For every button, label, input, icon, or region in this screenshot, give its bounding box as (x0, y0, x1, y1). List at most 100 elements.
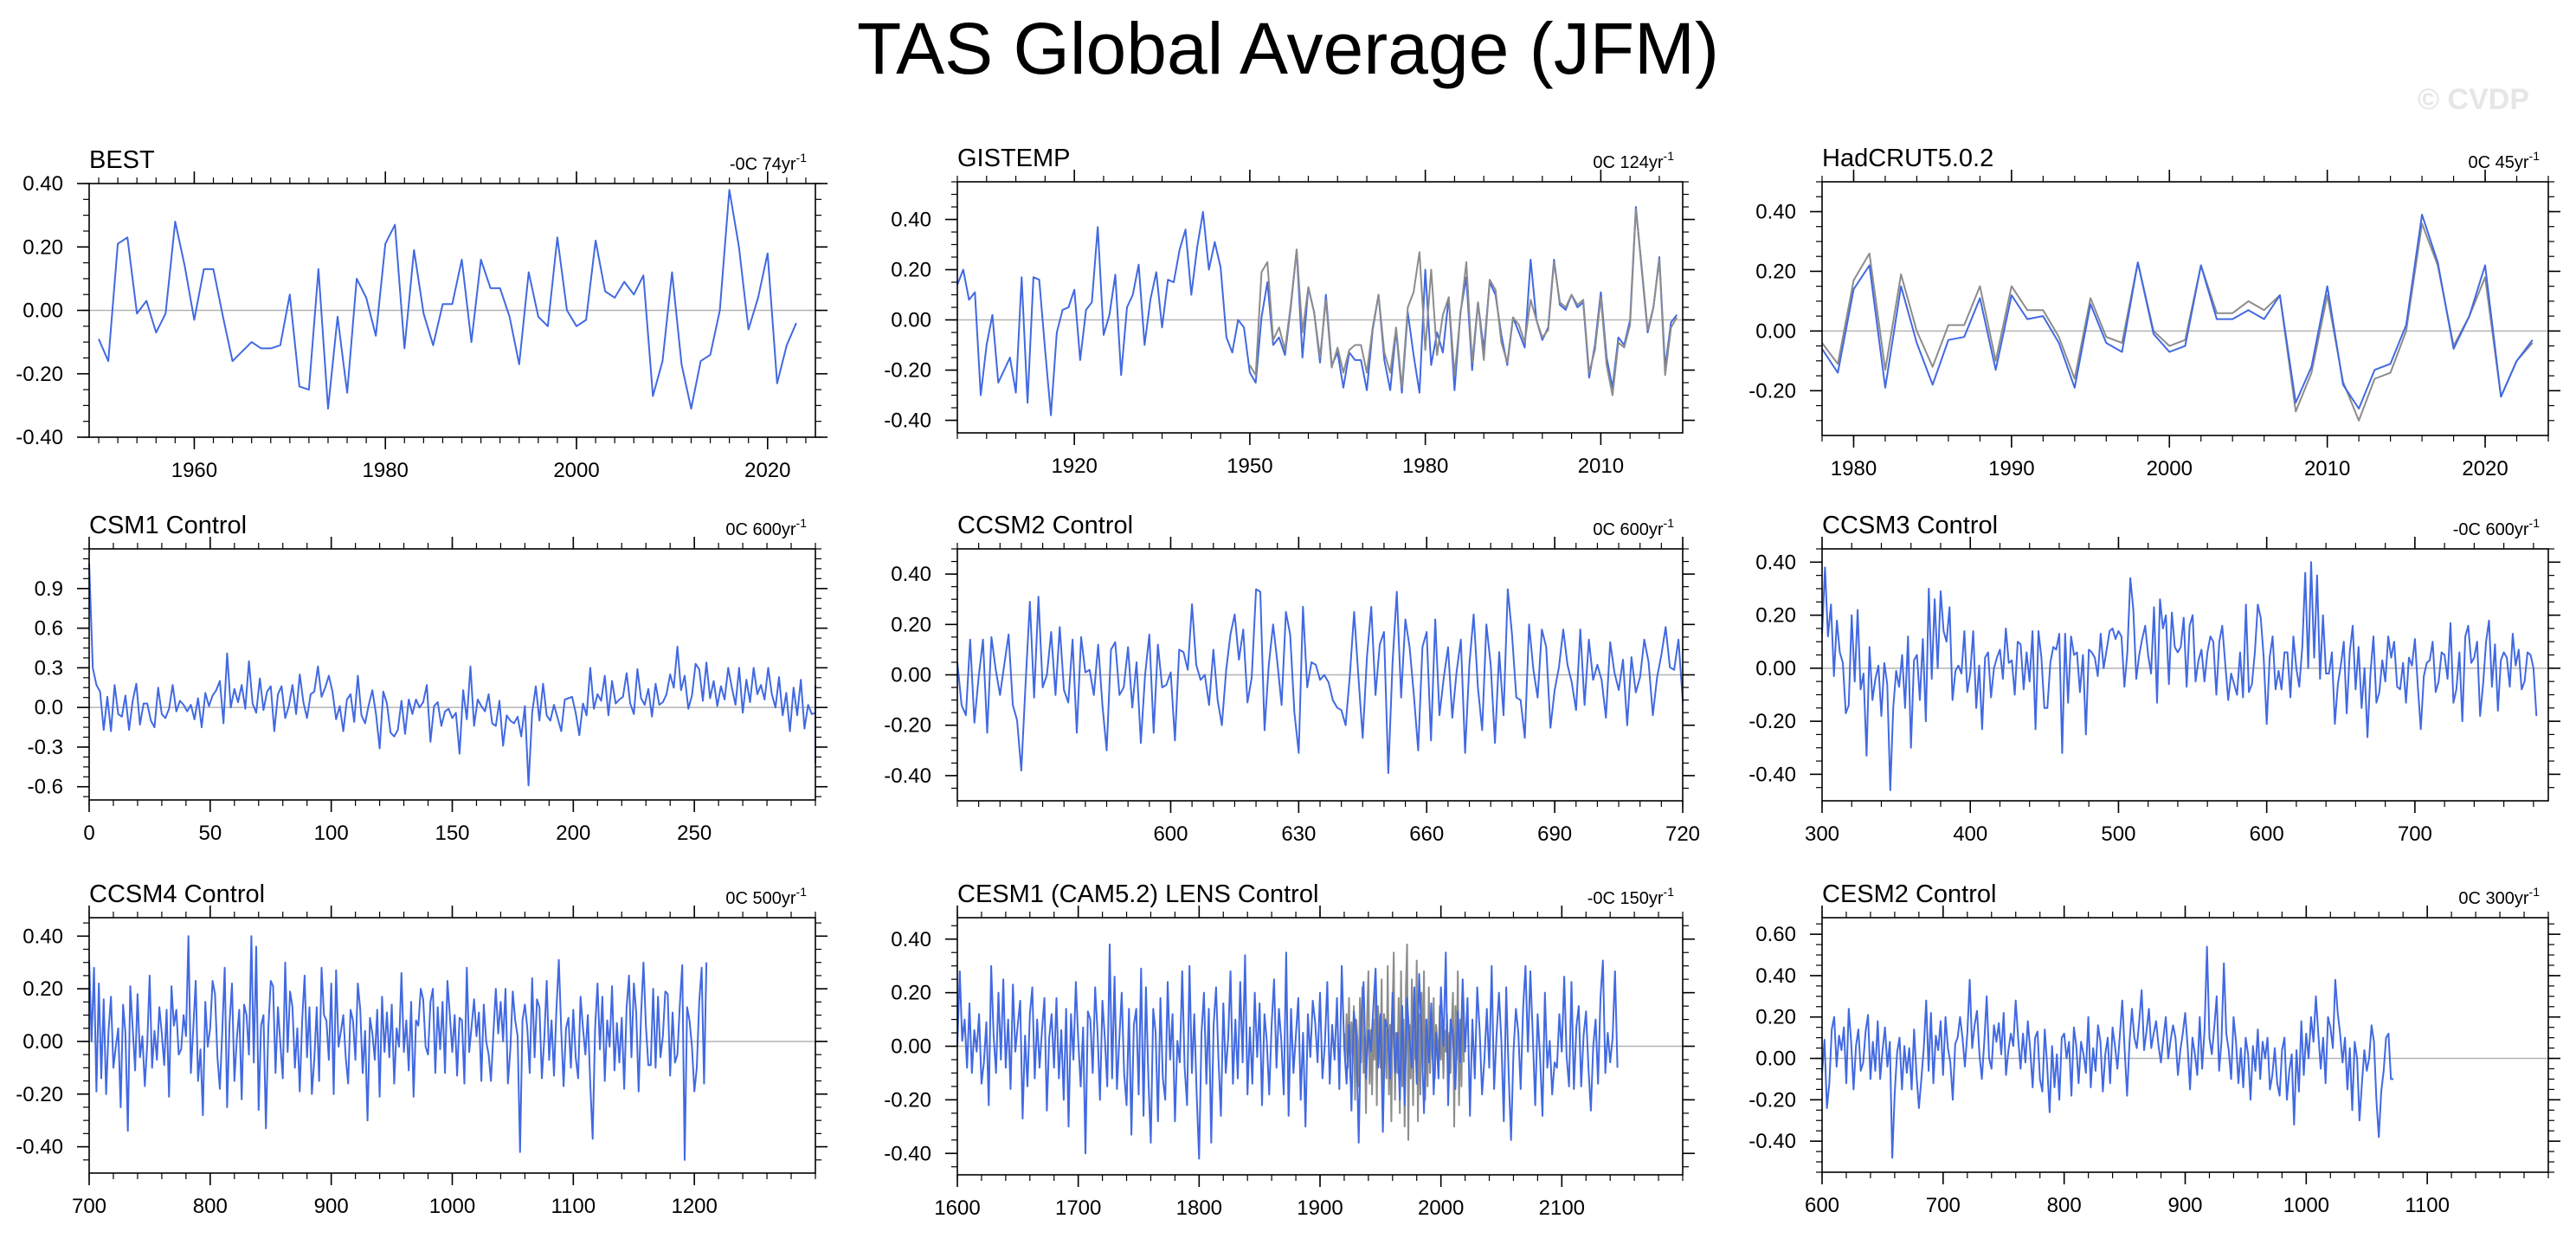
y-tick-label: -0.40 (1748, 763, 1796, 786)
trend-label: -0C 74yr-1 (730, 151, 807, 174)
x-tick-label: 600 (1153, 822, 1188, 846)
y-tick-label: 0.0 (35, 696, 63, 719)
trend-label: 0C 45yr-1 (2469, 149, 2541, 172)
x-tick-label: 1980 (1831, 457, 1877, 480)
trend-exponent: -1 (2529, 149, 2541, 163)
y-tick-label: 0.20 (1755, 260, 1796, 283)
trend-label: -0C 600yr-1 (2453, 516, 2540, 539)
cvdp-watermark: © CVDP (2418, 83, 2529, 116)
y-tick-label: 0.40 (891, 209, 931, 232)
panel-4: CCSM2 Control 0C 600yr-1 600 630 660 690 720 0.… (884, 512, 1700, 846)
y-tick-label: -0.40 (884, 1142, 931, 1165)
trend-label: -0C 150yr-1 (1587, 885, 1674, 908)
panel-8: CESM2 Control 0C 300yr-1 600 700 800 900 1000 1… (1748, 880, 2560, 1217)
x-tick-label: 50 (198, 822, 222, 845)
series-line-1 (1249, 208, 1678, 397)
x-tick-label: 700 (1926, 1194, 1961, 1217)
x-tick-label: 630 (1281, 822, 1316, 846)
plot-frame (1821, 548, 2549, 802)
y-tick-label: -0.20 (884, 714, 931, 738)
panel-title: BEST (89, 146, 155, 174)
panel-title: CCSM3 Control (1822, 512, 1998, 539)
x-tick-label: 1200 (671, 1195, 717, 1218)
x-tick-label: 1100 (551, 1195, 596, 1218)
y-tick-label: 0.60 (1755, 923, 1796, 946)
panel-5: CCSM3 Control -0C 600yr-1 300 400 500 600 700 0… (1748, 512, 2560, 846)
trend-exponent: -1 (2529, 516, 2541, 530)
trend-label: 0C 300yr-1 (2458, 885, 2540, 908)
series-line-1 (1821, 213, 2534, 409)
y-tick-label: -0.40 (1748, 1130, 1796, 1153)
series-line-0 (88, 935, 708, 1161)
y-tick-label: 0.40 (23, 172, 63, 196)
x-tick-label: 1700 (1055, 1196, 1101, 1220)
y-tick-label: 0.00 (891, 664, 931, 687)
panel-1: GISTEMP 0C 124yr-1 1920 1950 1980 2010 0.40 0.2… (884, 145, 1695, 478)
y-tick-label: 0.40 (23, 925, 63, 948)
x-tick-label: 2010 (1578, 455, 1624, 478)
x-tick-label: 2000 (2147, 457, 2193, 480)
y-tick-label: 0.40 (1755, 964, 1796, 988)
y-tick-label: 0.20 (891, 259, 931, 282)
y-tick-label: 0.00 (891, 309, 931, 332)
x-tick-label: 1980 (1402, 455, 1448, 478)
x-tick-label: 600 (1805, 1194, 1839, 1217)
x-tick-label: 1980 (363, 459, 409, 482)
series-line-0 (956, 588, 1684, 774)
x-tick-label: 500 (2101, 822, 2135, 846)
panel-title: CSM1 Control (89, 512, 247, 539)
x-tick-label: 300 (1805, 822, 1839, 846)
y-tick-label: 0.3 (35, 656, 63, 680)
x-tick-label: 200 (556, 822, 590, 845)
trend-exponent: -1 (1664, 516, 1675, 530)
y-tick-label: 0.6 (35, 617, 63, 641)
y-tick-label: -0.20 (884, 359, 931, 383)
trend-label: 0C 124yr-1 (1593, 149, 1674, 172)
x-tick-label: 900 (314, 1195, 349, 1218)
plot-frame (88, 548, 816, 801)
x-tick-label: 1000 (2283, 1194, 2329, 1217)
series-line-0 (88, 563, 816, 787)
plot-frame (1821, 917, 2549, 1173)
trend-exponent: -1 (796, 516, 808, 530)
panel-7: CESM1 (CAM5.2) LENS Control -0C 150yr-1 16… (884, 880, 1695, 1220)
y-tick-label: -0.20 (16, 1083, 63, 1106)
panel-6: CCSM4 Control 0C 500yr-1 700 800 900 1000 1100… (16, 880, 828, 1218)
y-tick-label: -0.20 (1748, 379, 1796, 403)
y-tick-label: 0.20 (23, 977, 63, 1001)
x-tick-label: 600 (2250, 822, 2284, 846)
y-tick-label: 0.40 (1755, 200, 1796, 223)
x-tick-label: 400 (1953, 822, 1987, 846)
x-tick-label: 1960 (171, 459, 217, 482)
trend-label: 0C 600yr-1 (1593, 516, 1674, 539)
panel-0: BEST -0C 74yr-1 1960 1980 2000 2020 0.40 0.20 0.… (16, 146, 828, 482)
x-tick-label: 2000 (1418, 1196, 1464, 1220)
y-tick-label: 0.40 (891, 928, 931, 951)
x-tick-label: 150 (435, 822, 469, 845)
x-tick-label: 800 (2047, 1194, 2082, 1217)
x-tick-label: 250 (677, 822, 712, 845)
panel-title: CESM2 Control (1822, 880, 1996, 908)
plot-frame (1821, 181, 2549, 436)
x-tick-label: 1950 (1227, 455, 1272, 478)
x-tick-label: 0 (83, 822, 94, 845)
trend-exponent: -1 (796, 151, 808, 164)
panel-2: HadCRUT5.0.2 0C 45yr-1 1980 1990 2000 2010 202… (1748, 145, 2560, 480)
trend-exponent: -1 (1664, 885, 1675, 899)
x-tick-label: 800 (193, 1195, 228, 1218)
x-tick-label: 1100 (2405, 1194, 2450, 1217)
x-tick-label: 900 (2167, 1194, 2202, 1217)
x-tick-label: 1990 (1988, 457, 2034, 480)
x-tick-label: 720 (1665, 822, 1700, 846)
x-tick-label: 660 (1409, 822, 1444, 846)
x-tick-label: 2010 (2304, 457, 2350, 480)
series-line-0 (956, 206, 1678, 416)
series-line-0 (1821, 945, 2393, 1159)
x-tick-label: 2020 (2462, 457, 2508, 480)
x-tick-label: 2100 (1539, 1196, 1585, 1220)
x-tick-label: 1900 (1297, 1196, 1343, 1220)
y-tick-label: 0.9 (35, 577, 63, 601)
y-tick-label: 0.20 (23, 235, 63, 259)
figure-title: TAS Global Average (JFM) (857, 8, 1719, 89)
panel-title: CCSM4 Control (89, 880, 265, 908)
